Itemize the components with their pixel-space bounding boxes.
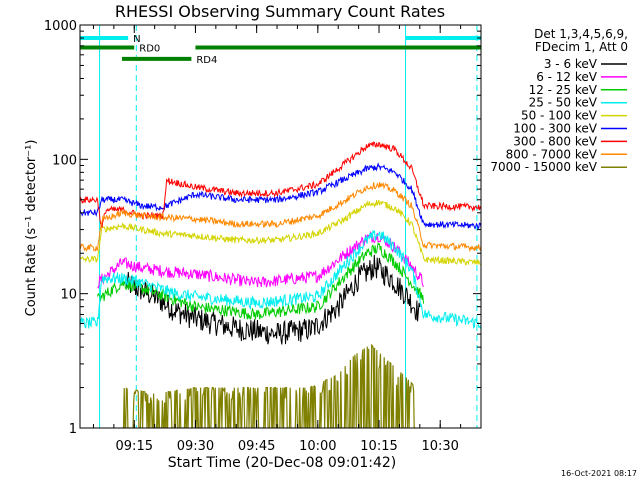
y-tick-label-3: 1000: [44, 19, 77, 34]
x-axis-label: Start Time (20-Dec-08 09:01:42): [168, 455, 396, 471]
series-line-3: [80, 229, 481, 330]
y-axis: 1 10 100 1000: [44, 19, 481, 437]
flag-label-rd4: RD4: [196, 55, 217, 66]
y-tick-label-2: 100: [52, 153, 77, 168]
footer-timestamp: 16-Oct-2021 08:17: [561, 469, 637, 478]
x-axis: 09:15 09:30 09:45 10:00 10:15 10:30: [92, 25, 482, 454]
legend-label-2: 12 - 25 keV: [529, 83, 598, 97]
x-tick-label-3: 10:00: [299, 439, 336, 454]
flag-label-rd0: RD0: [139, 43, 160, 54]
legend-header-line-2: FDecim 1, Att 0: [535, 40, 628, 54]
x-tick-label-0: 09:15: [116, 439, 153, 454]
plot-frame: [79, 24, 482, 429]
legend: Det 1,3,4,5,6,9, FDecim 1, Att 0 3 - 6 k…: [490, 27, 628, 174]
legend-label-5: 100 - 300 keV: [513, 122, 597, 136]
x-tick-label-1: 09:30: [177, 439, 214, 454]
y-tick-label-0: 1: [69, 422, 77, 437]
legend-label-3: 25 - 50 keV: [529, 96, 598, 110]
legend-header-line-1: Det 1,3,4,5,6,9,: [534, 27, 628, 41]
legend-label-7: 800 - 7000 keV: [506, 147, 598, 161]
legend-label-6: 300 - 800 keV: [513, 134, 597, 148]
series-layer: [80, 141, 481, 428]
x-tick-label-4: 10:15: [360, 439, 397, 454]
legend-label-1: 6 - 12 keV: [536, 70, 598, 84]
legend-label-4: 50 - 100 keV: [521, 109, 598, 123]
chart-title: RHESSI Observing Summary Count Rates: [115, 2, 445, 21]
series-line-6: [80, 141, 481, 228]
legend-label-0: 3 - 6 keV: [544, 57, 598, 71]
series-line-0: [125, 254, 421, 345]
series-line-4: [80, 199, 481, 266]
y-axis-label: Count Rate (s⁻¹ detector⁻¹): [24, 140, 39, 317]
y-tick-label-1: 10: [60, 288, 77, 303]
x-tick-label-5: 10:30: [421, 439, 458, 454]
series-line-7: [80, 181, 481, 253]
series-line-5: [80, 162, 481, 230]
flag-label-n: N: [133, 34, 140, 45]
legend-label-8: 7000 - 15000 keV: [490, 160, 597, 174]
series-line-8: [122, 343, 416, 428]
x-tick-label-2: 09:45: [238, 439, 275, 454]
